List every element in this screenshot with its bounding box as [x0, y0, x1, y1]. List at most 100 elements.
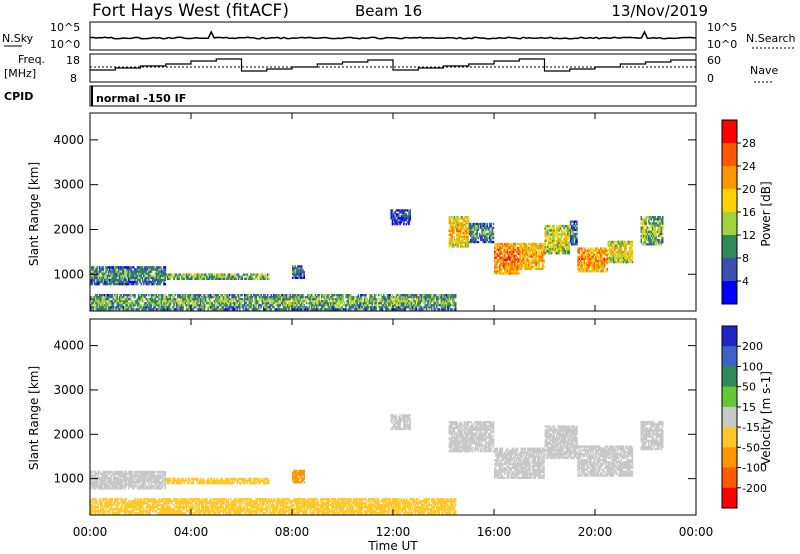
power-cell: [660, 241, 663, 244]
velocity-cell: [140, 476, 143, 480]
power-cell: [167, 298, 169, 301]
power-cell: [313, 304, 316, 307]
power-cell: [101, 268, 103, 271]
velocity-cell: [151, 476, 154, 480]
power-cell: [545, 237, 548, 240]
power-cell: [401, 217, 404, 220]
power-cell: [107, 272, 110, 275]
power-cell: [592, 257, 595, 261]
power-cell: [310, 304, 313, 307]
power-cell: [430, 308, 433, 311]
power-cell: [414, 306, 417, 309]
power-cell: [520, 242, 523, 246]
power-cell: [93, 298, 96, 301]
power-cell: [624, 257, 626, 260]
power-cell: [466, 231, 468, 234]
power-cell: [573, 228, 576, 232]
power-cell: [504, 272, 506, 275]
power-cell: [485, 240, 487, 244]
velocity-cell: [233, 477, 236, 481]
power-cell: [159, 300, 161, 303]
power-cell: [603, 265, 606, 269]
velocity-cell: [139, 485, 141, 488]
power-cell: [405, 298, 408, 301]
power-cell: [308, 302, 310, 305]
velocity-cell: [100, 476, 102, 480]
power-cell: [540, 255, 543, 258]
power-cell: [266, 275, 269, 278]
power-cell: [645, 224, 648, 227]
power-cell: [150, 296, 153, 299]
power-cell: [116, 300, 119, 303]
power-cell: [302, 296, 304, 299]
power-cell: [538, 259, 540, 262]
power-cell: [278, 298, 280, 301]
power-cell: [597, 261, 600, 265]
power-cell: [124, 300, 126, 303]
power-cell: [646, 216, 649, 219]
power-cell: [547, 231, 549, 234]
power-cell: [444, 298, 447, 301]
power-cell: [112, 268, 115, 271]
power-cell: [583, 255, 586, 258]
velocity-cell: [90, 481, 92, 484]
power-cell: [488, 238, 491, 242]
power-cell: [478, 234, 481, 238]
power-cell: [382, 304, 385, 307]
power-cell: [555, 225, 558, 228]
power-cell: [452, 227, 454, 231]
power-colorbar-label-3: 16: [742, 206, 756, 219]
velocity-cell: [159, 483, 161, 486]
power-cell: [619, 244, 621, 247]
velocity-cell: [91, 470, 93, 474]
power-cell: [475, 222, 477, 226]
power-cell: [459, 225, 462, 229]
power-cell: [511, 246, 514, 250]
power-cell: [496, 270, 499, 273]
power-cell: [615, 257, 617, 260]
power-cell: [102, 270, 105, 273]
power-cell: [318, 302, 321, 305]
power-cell: [299, 298, 302, 301]
power-cell: [257, 304, 260, 307]
velocity-cell: [135, 478, 137, 482]
power-cell: [129, 280, 131, 284]
power-cell: [446, 306, 448, 309]
power-cell: [606, 255, 608, 258]
power-cell: [121, 280, 124, 284]
power-cell: [374, 304, 376, 307]
power-cell: [247, 302, 250, 305]
power-cell: [364, 298, 366, 301]
power-cell: [204, 275, 207, 278]
power-cell: [624, 252, 626, 256]
power-cell: [525, 245, 528, 248]
velocity-cell: [150, 470, 153, 474]
power-cell: [297, 269, 299, 272]
velocity-cell: [140, 478, 143, 482]
power-cell: [514, 270, 516, 273]
power-cell: [612, 259, 615, 262]
power-cell: [294, 271, 297, 274]
power-cell: [293, 274, 295, 278]
power-cell: [270, 298, 273, 301]
velocity-cell: [165, 479, 168, 483]
power-cell: [500, 252, 502, 255]
power-cell: [550, 233, 553, 236]
power-cell: [566, 245, 568, 249]
velocity-cell: [132, 487, 135, 490]
power-cell: [629, 252, 631, 256]
power-cell: [641, 226, 644, 229]
power-cell: [619, 246, 621, 250]
power-cell: [648, 241, 650, 244]
power-cell: [396, 300, 399, 303]
power-cell: [220, 294, 222, 297]
power-cell: [264, 275, 266, 278]
velocity-cell: [203, 479, 206, 483]
power-cell: [222, 304, 225, 307]
velocity-cell: [112, 476, 115, 480]
power-cell: [107, 306, 110, 309]
power-cell: [149, 272, 151, 275]
power-cell: [151, 268, 154, 271]
power-cell: [597, 251, 600, 254]
